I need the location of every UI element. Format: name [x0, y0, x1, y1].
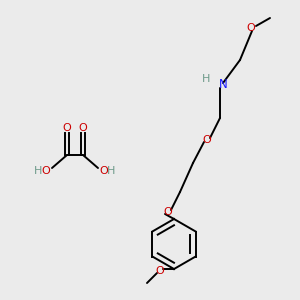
- Text: H: H: [34, 166, 42, 176]
- Text: H: H: [202, 74, 210, 84]
- Text: O: O: [156, 266, 164, 276]
- Text: N: N: [219, 79, 227, 92]
- Text: O: O: [100, 166, 108, 176]
- Text: O: O: [202, 135, 211, 145]
- Text: O: O: [63, 123, 71, 133]
- Text: O: O: [164, 207, 172, 217]
- Text: O: O: [42, 166, 50, 176]
- Text: O: O: [247, 23, 255, 33]
- Text: O: O: [79, 123, 87, 133]
- Text: H: H: [107, 166, 115, 176]
